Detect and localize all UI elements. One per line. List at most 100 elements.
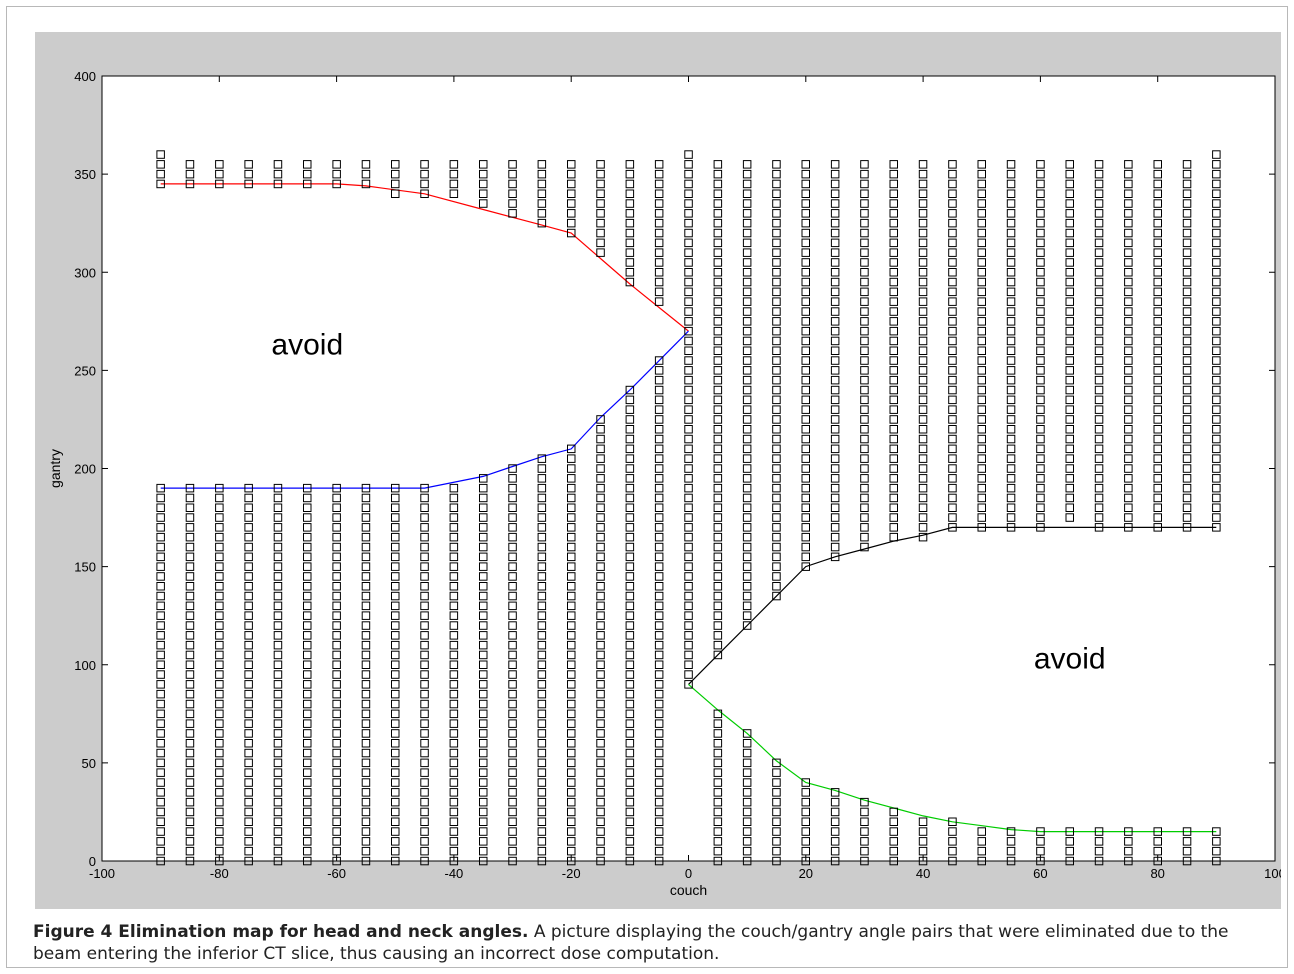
point-marker: [654, 758, 664, 768]
point-marker: [801, 846, 810, 856]
point-marker: [1006, 160, 1016, 169]
point-marker: [654, 797, 664, 807]
point-marker: [567, 483, 576, 493]
point-marker: [1124, 277, 1133, 287]
point-marker: [273, 827, 283, 836]
point-marker: [508, 788, 517, 797]
point-marker: [537, 660, 547, 669]
point-marker: [948, 238, 957, 248]
point-marker: [801, 837, 810, 846]
point-marker: [772, 169, 781, 179]
point-marker: [654, 179, 664, 189]
point-marker: [1124, 827, 1133, 836]
point-marker: [977, 258, 986, 267]
point-marker: [654, 375, 664, 385]
series-layer: [160, 183, 1217, 833]
point-marker: [625, 650, 635, 660]
point-marker: [420, 483, 429, 493]
point-marker: [1036, 326, 1045, 336]
point-marker: [391, 160, 400, 169]
point-marker: [1036, 837, 1045, 846]
point-marker: [889, 444, 898, 454]
point-marker: [1153, 218, 1162, 228]
point-marker: [654, 709, 664, 719]
point-marker: [830, 483, 840, 493]
point-marker: [1212, 493, 1221, 503]
point-marker: [1006, 464, 1016, 473]
point-marker: [537, 532, 547, 542]
point-marker: [1006, 248, 1016, 257]
point-marker: [713, 837, 723, 846]
point-marker: [508, 739, 517, 748]
point-marker: [889, 258, 898, 267]
point-marker: [567, 631, 576, 640]
point-marker: [860, 532, 869, 542]
point-marker: [713, 268, 723, 277]
point-marker: [1006, 287, 1016, 297]
point-marker: [273, 483, 283, 493]
point-marker: [567, 199, 576, 208]
point-marker: [1006, 513, 1016, 522]
point-marker: [713, 748, 723, 758]
point-marker: [185, 709, 195, 719]
point-marker: [332, 640, 341, 650]
point-marker: [713, 797, 723, 807]
point-marker: [1212, 209, 1221, 218]
point-marker: [215, 817, 224, 826]
point-marker: [332, 591, 341, 601]
point-marker: [772, 797, 781, 807]
point-marker: [654, 483, 664, 493]
point-marker: [215, 582, 224, 591]
point-marker: [1006, 493, 1016, 503]
point-marker: [1212, 287, 1221, 297]
y-tick-label: 400: [74, 69, 96, 84]
point-marker: [185, 768, 195, 777]
point-marker: [772, 385, 781, 395]
point-marker: [625, 827, 635, 836]
point-marker: [273, 660, 283, 669]
point-marker: [918, 837, 928, 846]
point-marker: [1212, 837, 1221, 846]
point-marker: [1153, 415, 1162, 424]
point-marker: [860, 268, 869, 277]
point-marker: [889, 532, 898, 542]
point-marker: [830, 415, 840, 424]
point-marker: [772, 542, 781, 552]
point-marker: [508, 660, 517, 669]
point-marker: [625, 739, 635, 748]
point-marker: [185, 483, 195, 493]
point-marker: [1065, 258, 1074, 267]
point-marker: [918, 326, 928, 336]
point-marker: [361, 160, 371, 169]
point-marker: [215, 758, 224, 768]
point-marker: [918, 268, 928, 277]
point-marker: [449, 621, 459, 630]
point-marker: [273, 160, 283, 169]
point-marker: [830, 258, 840, 267]
point-marker: [508, 513, 517, 522]
point-marker: [273, 532, 283, 542]
point-marker: [742, 483, 752, 493]
point-marker: [1006, 415, 1016, 424]
point-marker: [918, 444, 928, 454]
point-marker: [977, 415, 986, 424]
point-marker: [801, 513, 810, 522]
point-marker: [508, 523, 517, 532]
point-marker: [420, 513, 429, 522]
point-marker: [244, 601, 253, 611]
point-marker: [742, 346, 752, 355]
point-marker: [742, 258, 752, 267]
point-marker: [420, 719, 429, 728]
point-marker: [1006, 277, 1016, 287]
point-marker: [860, 856, 869, 866]
point-marker: [772, 827, 781, 836]
point-marker: [977, 268, 986, 277]
point-marker: [479, 729, 488, 738]
point-marker: [1212, 218, 1221, 228]
point-marker: [273, 768, 283, 777]
point-marker: [684, 444, 693, 454]
point-marker: [1065, 209, 1074, 218]
point-marker: [742, 179, 752, 189]
point-marker: [1182, 228, 1192, 238]
point-marker: [1065, 837, 1074, 846]
